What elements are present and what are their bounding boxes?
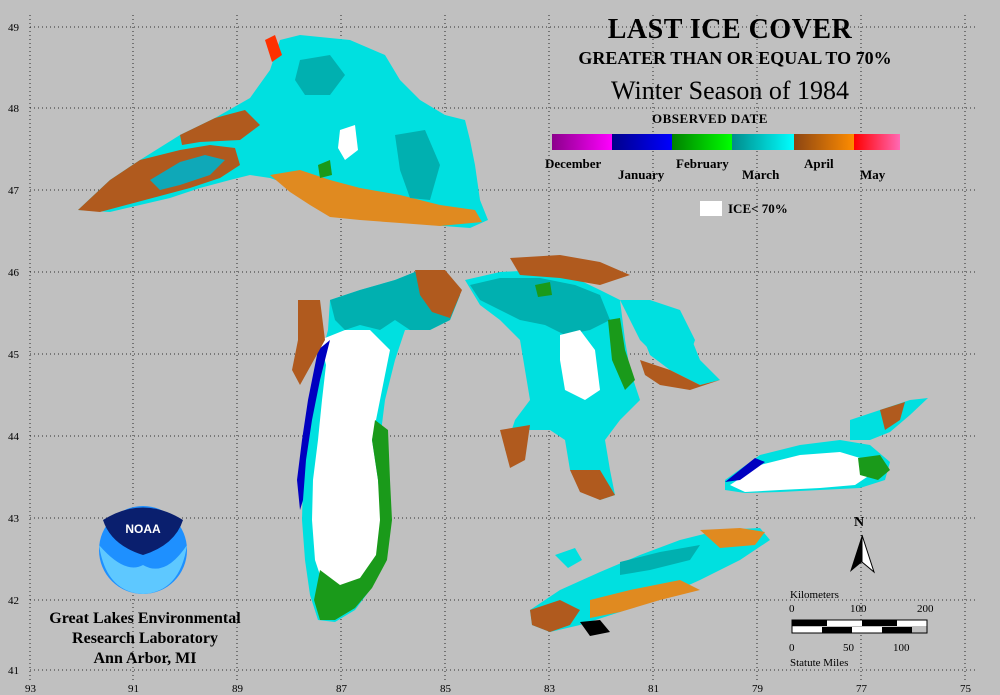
lat-label: 43 bbox=[8, 513, 20, 525]
lake-huron bbox=[465, 255, 720, 500]
credit-line-2: Research Laboratory bbox=[72, 630, 218, 647]
credit-line-1: Great Lakes Environmental bbox=[49, 610, 241, 627]
legend-swatch bbox=[794, 134, 854, 150]
lat-label: 44 bbox=[8, 431, 20, 443]
ice-less-than-70-label: ICE< 70% bbox=[728, 201, 788, 216]
scale-km-tick: 100 bbox=[850, 603, 867, 615]
scale-mi-tick: 50 bbox=[843, 642, 854, 654]
lat-label: 49 bbox=[8, 22, 20, 34]
lon-label: 83 bbox=[544, 683, 556, 695]
lon-label: 91 bbox=[128, 683, 139, 695]
latitude-labels: 49 48 47 46 45 44 43 42 41 bbox=[8, 22, 20, 677]
legend-swatch bbox=[612, 134, 672, 150]
legend-label-december: December bbox=[545, 156, 602, 171]
legend-label-april: April bbox=[804, 156, 834, 171]
scale-km-title: Kilometers bbox=[790, 589, 839, 601]
scale-mi-tick: 0 bbox=[789, 642, 795, 654]
lake-superior bbox=[78, 35, 488, 228]
north-arrow: N bbox=[850, 515, 876, 574]
lat-label: 42 bbox=[8, 595, 19, 607]
legend-label-may: May bbox=[860, 167, 886, 182]
lat-label: 48 bbox=[8, 103, 20, 115]
longitude-labels: 93 91 89 87 85 83 81 79 77 75 bbox=[25, 683, 972, 695]
north-label: N bbox=[854, 515, 864, 530]
lon-label: 89 bbox=[232, 683, 244, 695]
legend-swatch bbox=[854, 134, 900, 150]
title-line-2: GREATER THAN OR EQUAL TO 70% bbox=[578, 48, 892, 68]
legend-label-february: February bbox=[676, 156, 729, 171]
scale-km-tick: 0 bbox=[789, 603, 795, 615]
lon-label: 79 bbox=[752, 683, 764, 695]
noaa-logo: NOAA bbox=[99, 506, 187, 594]
lake-st-clair bbox=[555, 548, 582, 568]
lon-label: 75 bbox=[960, 683, 972, 695]
credit-line-3: Ann Arbor, MI bbox=[93, 650, 197, 667]
lake-ontario bbox=[725, 398, 928, 493]
lon-label: 87 bbox=[336, 683, 348, 695]
title-line-1: LAST ICE COVER bbox=[607, 14, 853, 45]
lat-label: 47 bbox=[8, 185, 20, 197]
noaa-logo-text: NOAA bbox=[125, 522, 161, 536]
lon-label: 81 bbox=[648, 683, 659, 695]
lake-erie bbox=[530, 528, 770, 636]
scale-mi-title: Statute Miles bbox=[790, 657, 849, 669]
legend-label-january: January bbox=[618, 167, 665, 182]
legend-swatch bbox=[732, 134, 794, 150]
legend-label-march: March bbox=[742, 167, 780, 182]
lon-label: 85 bbox=[440, 683, 452, 695]
lon-label: 93 bbox=[25, 683, 37, 695]
lake-michigan bbox=[292, 270, 462, 622]
legend-swatch bbox=[672, 134, 732, 150]
ice-less-than-70-swatch bbox=[700, 201, 722, 216]
lon-label: 77 bbox=[856, 683, 868, 695]
lat-label: 41 bbox=[8, 665, 19, 677]
lat-label: 45 bbox=[8, 349, 20, 361]
lat-label: 46 bbox=[8, 267, 20, 279]
scale-mi-tick: 100 bbox=[893, 642, 910, 654]
scale-bar bbox=[791, 619, 928, 634]
legend-heading: OBSERVED DATE bbox=[652, 111, 768, 126]
legend-swatch bbox=[552, 134, 612, 150]
title-line-3: Winter Season of 1984 bbox=[611, 76, 849, 105]
scale-km-tick: 200 bbox=[917, 603, 934, 615]
